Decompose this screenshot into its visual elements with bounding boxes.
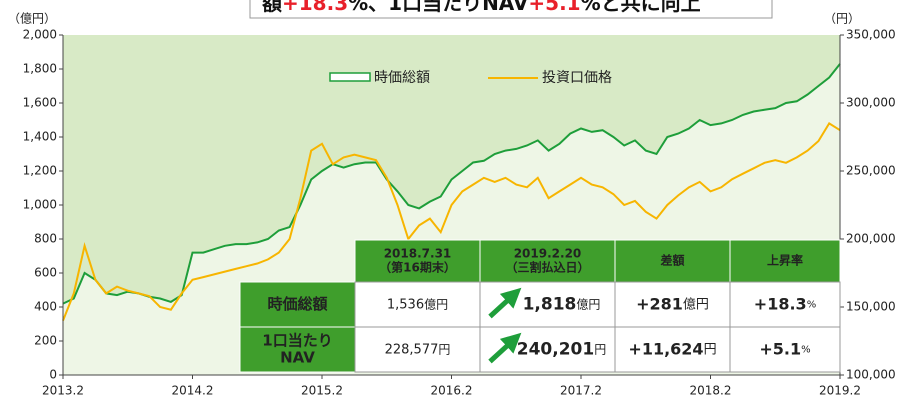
table-row-header: NAV bbox=[280, 349, 315, 367]
chart-title: 額+18.3%、1口当たりNAV+5.1%と共に向上 bbox=[261, 0, 701, 15]
y2-tick-label: 200,000 bbox=[846, 232, 896, 246]
cell-unit: 億円 bbox=[424, 297, 448, 311]
y-tick-label: 200 bbox=[34, 334, 57, 348]
cell-value: +11,624 bbox=[628, 339, 703, 358]
table-header: （第16期末） bbox=[379, 260, 456, 275]
table-row-header: 時価総額 bbox=[267, 295, 327, 313]
line bbox=[62, 122, 841, 321]
table-header-cell bbox=[479, 239, 616, 283]
cell-value: +281 bbox=[636, 294, 683, 313]
table-header-cell bbox=[729, 239, 841, 283]
table-cell bbox=[354, 281, 481, 328]
y2-tick-label: 150,000 bbox=[846, 300, 896, 314]
title-part: %と共に向上 bbox=[581, 0, 701, 15]
cell-value: 228,577 bbox=[385, 342, 439, 357]
y2-tick-label: 100,000 bbox=[846, 368, 896, 382]
y-tick-label: 600 bbox=[34, 266, 57, 280]
cell-unit: 円 bbox=[594, 342, 606, 356]
legend-label: 時価総額 bbox=[374, 70, 430, 86]
table-header: （三割払込日） bbox=[505, 260, 589, 275]
y-tick-label: 800 bbox=[34, 232, 57, 246]
y-tick-label: 0 bbox=[49, 368, 57, 382]
line bbox=[62, 63, 841, 305]
table-row-header-cell bbox=[239, 281, 356, 328]
legend-label: 投資口価格 bbox=[542, 70, 612, 86]
x-tick-label: 2016.2 bbox=[431, 384, 473, 398]
y-tick-label: 1,600 bbox=[23, 96, 57, 110]
title-part: +5.1 bbox=[528, 0, 580, 15]
table-cell-text: +11,624円 bbox=[628, 339, 716, 358]
y-tick-label: 1,800 bbox=[23, 62, 57, 76]
table-cell bbox=[614, 326, 731, 373]
cell-unit: % bbox=[807, 300, 817, 311]
cell-unit: 円 bbox=[438, 342, 450, 356]
cell-value: 1,818 bbox=[523, 295, 577, 315]
y-tick-label: 1,000 bbox=[23, 198, 57, 212]
table-cell-text: 228,577円 bbox=[385, 342, 451, 357]
table-cell-text: +18.3% bbox=[754, 294, 816, 313]
cell-value: +18.3 bbox=[754, 294, 807, 313]
cell-value: +5.1 bbox=[759, 339, 801, 358]
table-cell-text: +5.1% bbox=[759, 339, 810, 358]
table-cell bbox=[354, 326, 481, 373]
x-tick-label: 2017.2 bbox=[560, 384, 602, 398]
table-cell-text: +281億円 bbox=[636, 294, 709, 313]
table-header: 上昇率 bbox=[767, 253, 803, 268]
table-header: 2018.7.31 bbox=[384, 247, 452, 261]
title-box bbox=[249, 0, 773, 19]
table-header: 2019.2.20 bbox=[514, 247, 582, 261]
y-tick-label: 1,400 bbox=[23, 130, 57, 144]
y2-axis-label: （円） bbox=[824, 12, 860, 26]
y-tick-label: 1,200 bbox=[23, 164, 57, 178]
x-tick-label: 2014.2 bbox=[172, 384, 214, 398]
table-cell bbox=[729, 326, 841, 373]
x-tick-label: 2018.2 bbox=[690, 384, 732, 398]
x-tick-label: 2015.2 bbox=[301, 384, 343, 398]
table-row-header-cell bbox=[239, 326, 356, 373]
y2-tick-label: 300,000 bbox=[846, 96, 896, 110]
cell-unit: 億円 bbox=[576, 297, 600, 311]
cell-value: 240,201 bbox=[517, 340, 594, 360]
arrow bbox=[488, 332, 522, 364]
y-tick-label: 400 bbox=[34, 300, 57, 314]
y-axis-label: （億円） bbox=[8, 12, 56, 26]
arrow bbox=[488, 287, 522, 319]
cell-unit: % bbox=[801, 345, 811, 356]
table-cell-text: 1,536億円 bbox=[387, 297, 448, 312]
table-header-cell bbox=[614, 239, 731, 283]
cell-unit: 円 bbox=[704, 342, 717, 357]
title-part: 額 bbox=[261, 0, 282, 15]
table-row-header: 1口当たり bbox=[262, 332, 332, 350]
table-header: 差額 bbox=[659, 253, 684, 268]
cell-value: 1,536 bbox=[387, 297, 424, 312]
title-part: %、1口当たりNAV bbox=[348, 0, 529, 15]
x-tick-label: 2019.2 bbox=[819, 384, 861, 398]
x-tick-label: 2013.2 bbox=[42, 384, 84, 398]
table-cell bbox=[729, 281, 841, 328]
title-part: +18.3 bbox=[282, 0, 348, 15]
cell-unit: 億円 bbox=[683, 296, 709, 312]
legend-swatch bbox=[329, 72, 371, 82]
y-tick-label: 2,000 bbox=[23, 28, 57, 42]
y2-tick-label: 250,000 bbox=[846, 164, 896, 178]
table-cell-text: 1,818億円 bbox=[523, 295, 601, 315]
y2-tick-label: 350,000 bbox=[846, 28, 896, 42]
table-cell-text: 240,201円 bbox=[517, 340, 606, 360]
